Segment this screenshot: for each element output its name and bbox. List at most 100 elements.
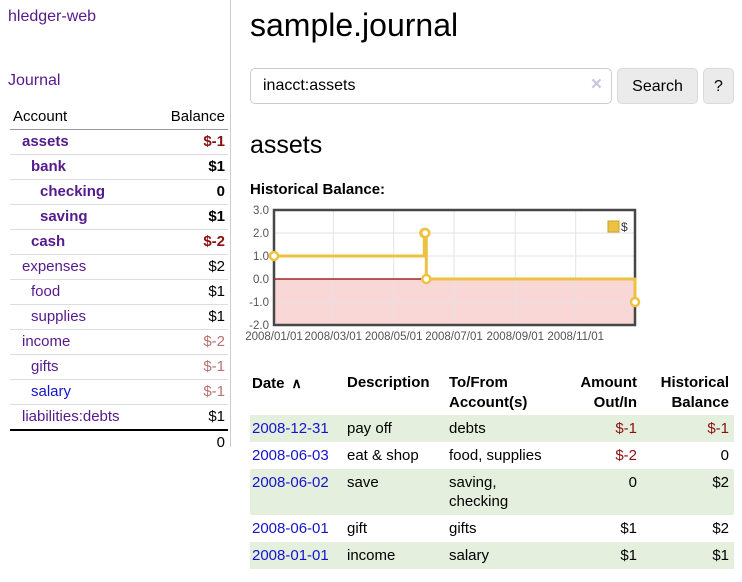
account-link-income[interactable]: income — [22, 333, 71, 350]
legend-label: $ — [621, 220, 628, 234]
account-row: food $1 — [10, 279, 228, 305]
account-balance: $1 — [152, 304, 228, 330]
plot-border — [272, 208, 637, 327]
transaction-date-link[interactable]: 2008-06-02 — [252, 474, 329, 491]
transaction-date-link[interactable]: 2008-01-01 — [252, 547, 329, 564]
account-balance: $1 — [152, 279, 228, 305]
account-balance: $-2 — [152, 229, 228, 255]
y-tick-label: 3.0 — [253, 205, 269, 217]
register-col-description: Description — [347, 374, 430, 391]
account-row: gifts $-1 — [10, 354, 228, 380]
x-tick-label: 2008/09/01 — [487, 331, 545, 343]
description-cell: eat & shop — [347, 447, 419, 464]
accounts-cell: food, supplies — [449, 447, 542, 464]
account-balance: $1 — [152, 154, 228, 180]
chart-title: Historical Balance: — [250, 181, 386, 198]
account-balance: $1 — [152, 404, 228, 430]
amount-cell: $-1 — [562, 415, 642, 442]
search-bar: × Search ? — [250, 68, 736, 104]
account-cell: liabilities:debts — [10, 404, 153, 430]
register-header-date[interactable]: Date ∧ — [250, 371, 347, 415]
y-tick-label: 1.0 — [253, 251, 269, 263]
transaction-date-link[interactable]: 2008-12-31 — [252, 420, 329, 437]
account-cell: food — [10, 279, 153, 305]
account-link-expenses[interactable]: expenses — [22, 258, 87, 275]
transaction-date-link[interactable]: 2008-06-03 — [252, 447, 329, 464]
balance-cell: 0 — [720, 447, 729, 464]
account-link-assets[interactable]: assets — [22, 133, 69, 150]
help-button[interactable]: ? — [703, 68, 734, 104]
account-link-checking[interactable]: checking — [40, 183, 106, 200]
data-point-marker — [268, 250, 280, 262]
account-cell: income — [10, 329, 153, 355]
search-box: × — [250, 68, 612, 104]
description-cell: pay off — [347, 415, 449, 442]
account-row: supplies $1 — [10, 304, 228, 330]
x-tick-label: 2008/05/01 — [365, 331, 423, 343]
y-tick-label: 0.0 — [253, 274, 269, 286]
account-link-liabilities-debts[interactable]: liabilities:debts — [22, 408, 120, 425]
account-balance: $2 — [152, 254, 228, 280]
register-header-to-from-account-s-: To/From Account(s) — [449, 371, 562, 415]
register-col-historical-balance: Historical Balance — [660, 374, 729, 411]
accounts-total-spacer — [10, 429, 153, 455]
account-link-supplies[interactable]: supplies — [31, 308, 87, 325]
accounts-total-row: 0 — [10, 429, 228, 455]
date-cell: 2008-06-03 — [250, 442, 347, 469]
account-link-bank[interactable]: bank — [31, 158, 67, 175]
account-cell: salary — [10, 379, 153, 405]
date-cell: 2008-06-01 — [250, 515, 347, 542]
register-header-amount-out-in: Amount Out/In — [562, 371, 642, 415]
register-col-date: Date — [252, 375, 285, 392]
amount-cell: $-2 — [615, 447, 637, 464]
sort-ascending-icon: ∧ — [291, 375, 302, 391]
account-link-saving[interactable]: saving — [40, 208, 88, 225]
account-cell: saving — [10, 204, 153, 230]
main-content: sample.journal × Search ? assets Histori… — [245, 0, 736, 569]
search-input[interactable] — [250, 68, 612, 104]
amount-cell: $1 — [562, 542, 642, 569]
account-link-gifts[interactable]: gifts — [31, 358, 59, 375]
account-cell: cash — [10, 229, 153, 255]
account-row: checking 0 — [10, 179, 228, 205]
account-row: saving $1 — [10, 204, 228, 230]
accounts-table: Account Balance assets $-1 bank $1 checking 0… — [10, 105, 228, 455]
register-row: 2008-06-02 save saving, checking 0 $2 — [250, 469, 734, 515]
y-tick-label: -2.0 — [249, 320, 269, 332]
account-balance: $-1 — [152, 379, 228, 405]
register-row: 2008-12-31 pay off debts $-1 $-1 — [250, 415, 734, 442]
transaction-date-link[interactable]: 2008-06-01 — [252, 520, 329, 537]
date-cell: 2008-12-31 — [250, 415, 347, 442]
x-tick-label: 2008/03/01 — [305, 331, 363, 343]
account-balance: $-1 — [152, 354, 228, 380]
x-tick-label: 2008/07/01 — [425, 331, 483, 343]
register-col-to-from-account-s-: To/From Account(s) — [449, 374, 528, 411]
y-tick-label: -1.0 — [249, 297, 269, 309]
balance-cell: $2 — [712, 520, 729, 537]
account-link-cash[interactable]: cash — [31, 233, 66, 250]
accounts-cell: debts — [449, 415, 562, 442]
clear-search-icon[interactable]: × — [590, 74, 602, 95]
brand-link[interactable]: hledger-web — [8, 8, 97, 25]
balance-cell: $1 — [642, 542, 734, 569]
x-tick-label: 2008/01/01 — [245, 331, 303, 343]
account-row: cash $-2 — [10, 229, 228, 255]
sidebar-item-journal[interactable]: Journal — [8, 72, 61, 89]
x-tick-label: 2008/11/01 — [547, 331, 604, 343]
y-tick-label: 2.0 — [253, 228, 269, 240]
account-row: assets $-1 — [10, 130, 228, 155]
account-balance: 0 — [152, 179, 228, 205]
account-link-food[interactable]: food — [31, 283, 61, 300]
amount-cell: 0 — [562, 469, 642, 515]
description-cell: income — [347, 542, 449, 569]
account-row: salary $-1 — [10, 379, 228, 405]
accounts-cell: gifts — [449, 520, 477, 537]
register-col-amount-out-in: Amount Out/In — [580, 374, 637, 411]
sidebar: hledger-web Journal Account Balance asse… — [0, 0, 231, 455]
balance-cell: $2 — [642, 469, 734, 515]
accounts-col-account: Account — [10, 105, 153, 130]
account-link-salary[interactable]: salary — [31, 383, 72, 400]
accounts-cell: saving, checking — [449, 469, 562, 515]
search-button[interactable]: Search — [617, 68, 698, 104]
